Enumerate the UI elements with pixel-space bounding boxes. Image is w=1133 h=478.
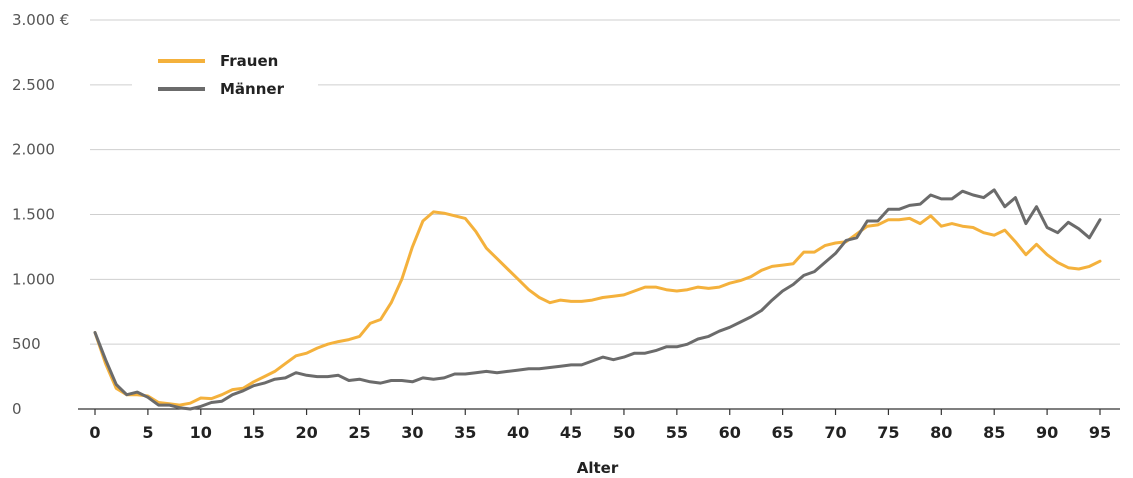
legend-label: Männer	[220, 80, 285, 98]
legend-label: Frauen	[220, 52, 278, 70]
y-tick-label: 0	[12, 400, 22, 418]
series-line-frauen	[93, 210, 1102, 407]
x-tick-label: 40	[507, 423, 529, 442]
series-line-männer	[93, 188, 1102, 411]
legend: Frauen Männer	[158, 52, 285, 98]
x-tick-label: 65	[771, 423, 793, 442]
x-tick-label: 15	[243, 423, 265, 442]
x-tick-label: 50	[613, 423, 635, 442]
x-tick-label: 20	[295, 423, 317, 442]
x-tick-label: 75	[877, 423, 899, 442]
x-tick-label: 10	[190, 423, 212, 442]
x-tick-label: 90	[1036, 423, 1058, 442]
x-tick-label: 35	[454, 423, 476, 442]
x-axis-label: Alter	[577, 459, 619, 477]
y-tick-label: 1.500	[12, 206, 55, 224]
x-tick-label: 70	[824, 423, 846, 442]
legend-background	[132, 40, 318, 110]
x-tick-label: 85	[983, 423, 1005, 442]
x-tick-label: 0	[89, 423, 100, 442]
y-axis-tick-labels: 0 500 1.000 1.500 2.000 2.500 3.000 €	[12, 11, 69, 418]
y-tick-label: 500	[12, 335, 41, 353]
x-tick-label: 5	[142, 423, 153, 442]
x-tick-label: 30	[401, 423, 423, 442]
series-lines	[93, 188, 1102, 411]
y-tick-label: 3.000 €	[12, 11, 69, 29]
x-tick-label: 60	[719, 423, 741, 442]
x-tick-label: 25	[348, 423, 370, 442]
x-tick-label: 55	[666, 423, 688, 442]
y-tick-label: 2.500	[12, 76, 55, 94]
y-tick-label: 1.000	[12, 270, 55, 288]
x-tick-label: 80	[930, 423, 952, 442]
x-tick-label: 95	[1089, 423, 1111, 442]
x-tick-label: 45	[560, 423, 582, 442]
y-tick-label: 2.000	[12, 141, 55, 159]
x-axis-ticks: 0 5 10 15 20 25 30 35 40 45 50 55 60 65 70 75 80 85 90 95	[89, 409, 1111, 442]
